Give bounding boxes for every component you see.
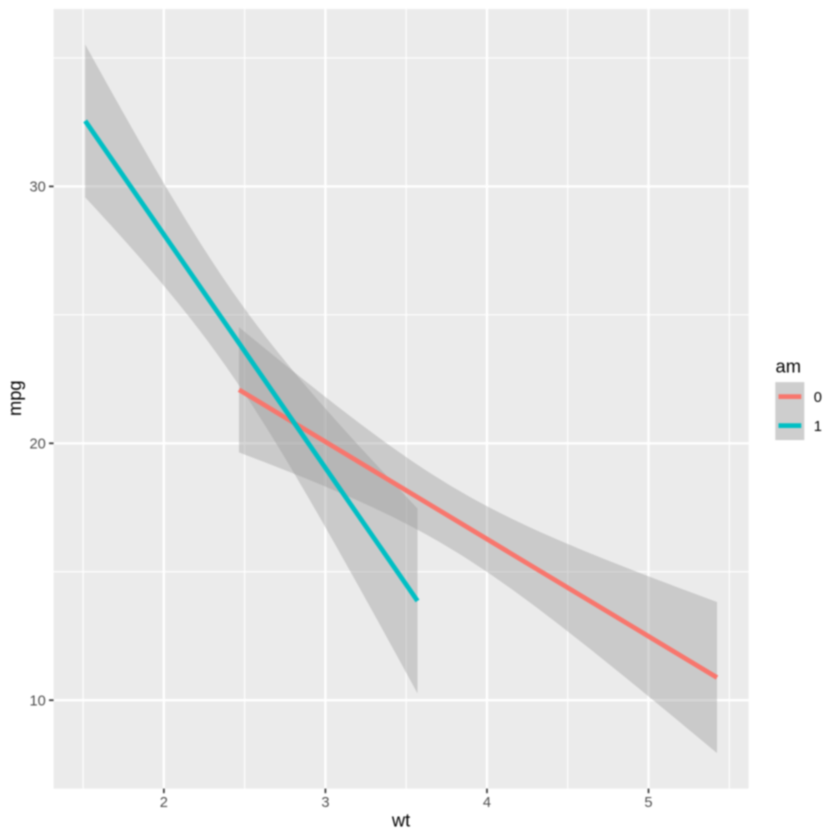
svg-text:mpg: mpg [4, 380, 25, 416]
svg-text:2: 2 [160, 795, 168, 811]
svg-text:3: 3 [321, 795, 329, 811]
svg-text:10: 10 [29, 693, 45, 709]
svg-text:0: 0 [814, 390, 822, 406]
svg-text:1: 1 [814, 419, 822, 435]
svg-text:20: 20 [29, 436, 45, 452]
svg-text:5: 5 [644, 795, 652, 811]
svg-text:4: 4 [483, 795, 491, 811]
svg-text:30: 30 [29, 180, 45, 196]
svg-text:wt: wt [391, 810, 410, 831]
svg-text:am: am [776, 355, 801, 376]
